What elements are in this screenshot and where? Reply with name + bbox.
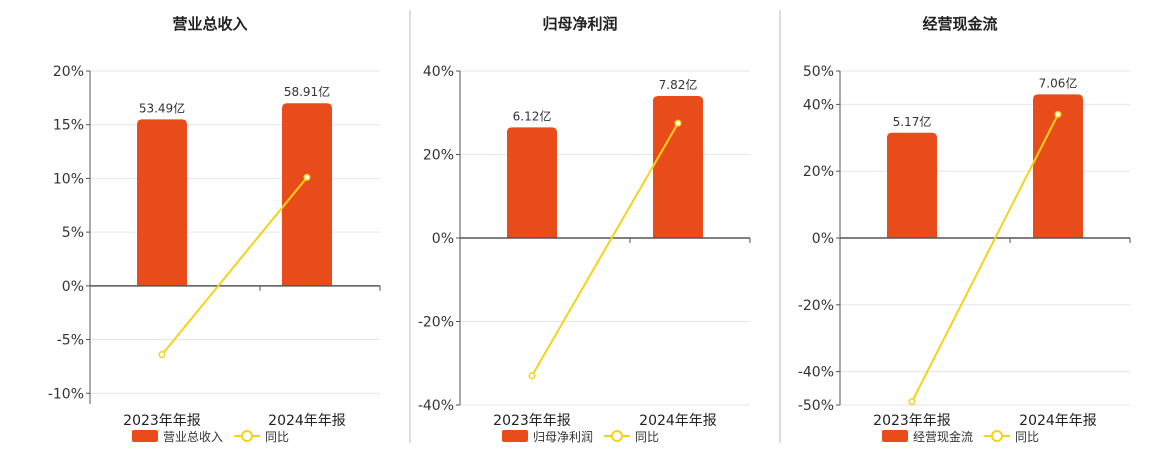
y-tick-label: -50%: [798, 398, 834, 414]
bar: [507, 127, 557, 238]
legend-bar-swatch: [882, 430, 908, 442]
yoy-point: [674, 119, 682, 127]
yoy-point: [1054, 110, 1062, 118]
bar-data-label: 5.17亿: [893, 114, 932, 129]
y-tick-label: -5%: [57, 333, 84, 349]
legend-bar-label: 经营现金流: [913, 429, 973, 444]
y-tick-label: -20%: [798, 298, 834, 314]
y-tick-label: 0%: [62, 279, 84, 295]
y-tick-label: -40%: [418, 398, 454, 414]
y-tick-label: 10%: [53, 171, 84, 187]
bar-data-label: 7.82亿: [659, 77, 698, 92]
x-category-label: 2023年年报: [873, 413, 951, 429]
y-tick-label: 40%: [803, 97, 834, 113]
chart-title: 归母净利润: [542, 15, 617, 33]
legend-line-marker: [611, 430, 623, 442]
yoy-point: [158, 351, 166, 359]
chart-panel-3: 经营现金流 50% 40% 20% 0% -20% -40% -50% 5.17亿 7.06亿 20…: [798, 15, 1131, 444]
legend-bar-label: 归母净利润: [533, 430, 593, 444]
yoy-point: [303, 173, 311, 181]
bar: [137, 119, 187, 286]
y-tick-label: 15%: [53, 118, 84, 134]
y-tick-label: 20%: [53, 64, 84, 80]
chart-panel-1: 营业总收入 20% 15% 10% 5% 0% -5% -10% 53.49亿 58.91亿 202…: [48, 15, 381, 444]
chart-title: 经营现金流: [922, 15, 997, 33]
y-tick-label: 0%: [432, 231, 454, 247]
yoy-line: [531, 122, 679, 377]
legend-line-label: 同比: [1015, 430, 1039, 444]
chart-title: 营业总收入: [172, 15, 247, 33]
legend-line-marker: [991, 430, 1003, 442]
bar-data-label: 58.91亿: [284, 84, 330, 99]
y-tick-label: 40%: [423, 64, 454, 80]
legend-bar-label: 营业总收入: [163, 430, 223, 444]
legend-line-marker: [241, 430, 253, 442]
y-tick-label: 0%: [812, 231, 834, 247]
yoy-line: [911, 113, 1059, 403]
x-category-label: 2024年年报: [1019, 413, 1097, 429]
y-tick-label: -20%: [418, 315, 454, 331]
y-tick-label: -10%: [48, 386, 84, 402]
yoy-point: [528, 372, 536, 380]
bar: [1033, 94, 1083, 238]
y-tick-label: 50%: [803, 64, 834, 80]
bar-data-label: 53.49亿: [139, 100, 185, 115]
legend-line-label: 同比: [635, 430, 659, 444]
bar-data-label: 7.06亿: [1039, 75, 1078, 90]
yoy-line: [161, 176, 308, 356]
x-category-label: 2024年年报: [639, 413, 717, 429]
bar: [887, 132, 937, 238]
bar: [653, 96, 703, 238]
bar-data-label: 6.12亿: [513, 108, 552, 123]
yoy-point: [908, 398, 916, 406]
legend-line-label: 同比: [265, 430, 289, 444]
legend-bar-swatch: [502, 430, 528, 442]
chart-panel-2: 归母净利润 40% 20% 0% -20% -40% 6.12亿 7.82亿 2023年年报 20…: [418, 15, 751, 444]
x-category-label: 2023年年报: [123, 413, 201, 429]
y-tick-label: -40%: [798, 365, 834, 381]
y-tick-label: 20%: [423, 148, 454, 164]
bar: [282, 103, 332, 286]
y-tick-label: 5%: [62, 225, 84, 241]
legend-bar-swatch: [132, 430, 158, 442]
y-tick-label: 20%: [803, 164, 834, 180]
x-category-label: 2023年年报: [493, 413, 571, 429]
x-category-label: 2024年年报: [268, 413, 346, 429]
